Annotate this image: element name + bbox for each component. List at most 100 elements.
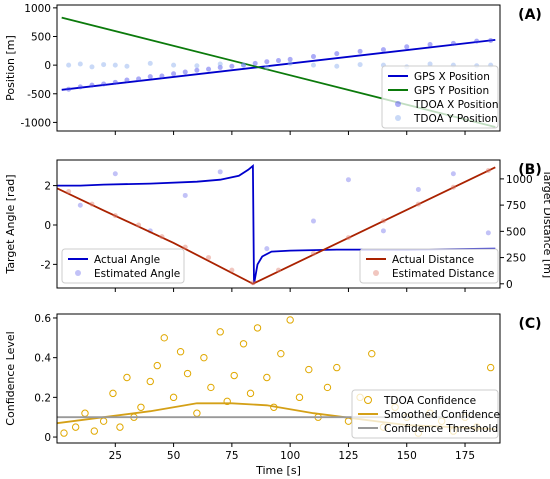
data-point-estimated-angle (485, 230, 491, 236)
data-point-tdoa-x-position (357, 48, 363, 54)
data-point-estimated-distance (450, 184, 456, 190)
data-point-tdoa-x-position (229, 63, 235, 69)
x-tick-label: 100 (280, 450, 300, 462)
data-point-tdoa-y-position (101, 62, 107, 68)
panel-label: (B) (518, 162, 541, 178)
data-point-estimated-distance (112, 213, 118, 219)
y-tick-label: -500 (27, 89, 51, 101)
data-point-tdoa-confidence (71, 423, 80, 431)
data-point-tdoa-confidence (253, 324, 262, 332)
legend-box (381, 65, 499, 129)
data-point-tdoa-x-position (101, 81, 107, 87)
legend-swatch-estimated-distance (373, 270, 379, 276)
y-tick-label: 0 (44, 220, 51, 232)
data-point-tdoa-x-position (171, 71, 177, 77)
y-tick-label: 0.2 (34, 392, 51, 404)
y-tick-label: 0 (44, 60, 51, 72)
data-point-tdoa-x-position (380, 47, 386, 53)
data-point-tdoa-x-position (66, 86, 72, 92)
data-point-tdoa-y-position (124, 63, 130, 69)
data-point-tdoa-x-position (217, 64, 223, 70)
data-point-tdoa-x-position (427, 42, 433, 48)
data-point-estimated-distance (485, 167, 491, 173)
data-point-tdoa-confidence (286, 316, 294, 324)
data-point-tdoa-confidence (239, 340, 248, 348)
data-point-tdoa-x-position (159, 73, 165, 79)
data-point-tdoa-confidence (169, 393, 178, 402)
data-point-estimated-angle (112, 171, 118, 177)
data-point-tdoa-y-position (427, 61, 433, 67)
data-point-tdoa-x-position (206, 66, 212, 72)
data-point-tdoa-confidence (295, 393, 304, 402)
data-point-estimated-distance (66, 188, 72, 194)
y-axis-label: Confidence Level (4, 331, 17, 425)
data-point-tdoa-confidence (137, 403, 145, 411)
data-point-tdoa-x-position (124, 77, 130, 83)
data-point-estimated-angle (264, 246, 270, 252)
panel-label: (C) (518, 316, 541, 332)
y2-tick-label: 1000 (506, 174, 533, 186)
data-point-tdoa-y-position (171, 62, 177, 68)
y-tick-label: -2 (41, 259, 51, 271)
legend-swatch-estimated-angle (75, 270, 81, 276)
data-point-tdoa-confidence (160, 334, 168, 342)
legend-label: Estimated Angle (94, 268, 180, 280)
data-point-tdoa-confidence (176, 348, 185, 356)
x-tick-label: 125 (338, 450, 358, 462)
data-point-tdoa-confidence (207, 383, 215, 392)
legend-label: GPS Y Position (414, 85, 489, 97)
data-point-tdoa-confidence (333, 363, 341, 372)
plot-area-2 (57, 163, 496, 286)
data-point-tdoa-confidence (193, 409, 201, 417)
legend-label: Estimated Distance (392, 268, 494, 280)
data-point-estimated-distance (182, 244, 188, 250)
y-tick-label: 0.4 (34, 353, 51, 365)
x-tick-label: 50 (167, 450, 180, 462)
data-point-tdoa-y-position (310, 62, 316, 68)
data-point-tdoa-x-position (77, 84, 83, 90)
data-point-tdoa-x-position (241, 62, 247, 68)
data-point-tdoa-x-position (287, 56, 293, 62)
x-tick-label: 25 (109, 450, 122, 462)
data-point-estimated-distance (310, 250, 316, 256)
data-point-tdoa-confidence (305, 365, 313, 374)
data-point-estimated-angle (217, 169, 223, 175)
data-point-tdoa-confidence (109, 389, 117, 398)
data-point-tdoa-confidence (146, 377, 154, 386)
data-point-tdoa-y-position (194, 63, 200, 69)
data-point-tdoa-confidence (183, 369, 192, 378)
data-point-tdoa-confidence (223, 397, 231, 406)
y2-tick-label: 250 (506, 253, 526, 265)
data-point-tdoa-y-position (287, 60, 293, 66)
y2-tick-label: 0 (506, 279, 513, 291)
legend-box (359, 248, 499, 284)
series-line-gps-x-position (61, 39, 496, 91)
data-point-estimated-angle (450, 171, 456, 177)
data-point-estimated-distance (89, 201, 95, 207)
data-point-tdoa-confidence (368, 349, 376, 358)
legend-3: TDOA Confidence Smoothed Confidence Confid… (351, 389, 500, 439)
data-point-tdoa-x-position (474, 38, 480, 44)
data-point-tdoa-confidence (81, 409, 89, 417)
data-point-estimated-distance (229, 267, 235, 273)
legend-label: Actual Angle (94, 254, 160, 266)
data-point-tdoa-x-position (194, 67, 200, 73)
data-point-tdoa-y-position (334, 63, 340, 69)
data-point-tdoa-confidence (486, 363, 495, 372)
x-axis-label: Time [s] (255, 464, 301, 477)
data-point-tdoa-x-position (264, 59, 270, 65)
data-point-tdoa-y-position (264, 64, 270, 70)
data-point-estimated-distance (380, 218, 386, 224)
data-point-tdoa-confidence (323, 383, 332, 392)
plot-frame (56, 313, 501, 444)
y2-tick-label: 500 (506, 226, 526, 238)
plot-frame (56, 4, 501, 132)
data-point-tdoa-confidence (230, 371, 238, 380)
data-point-estimated-distance (276, 267, 281, 273)
series-line-actual-angle (57, 163, 496, 285)
plot-frame (56, 159, 501, 289)
legend-label: GPS X Position (414, 71, 490, 83)
y-tick-label: 0.6 (34, 313, 51, 325)
y-axis-label: Position [m] (4, 35, 17, 101)
